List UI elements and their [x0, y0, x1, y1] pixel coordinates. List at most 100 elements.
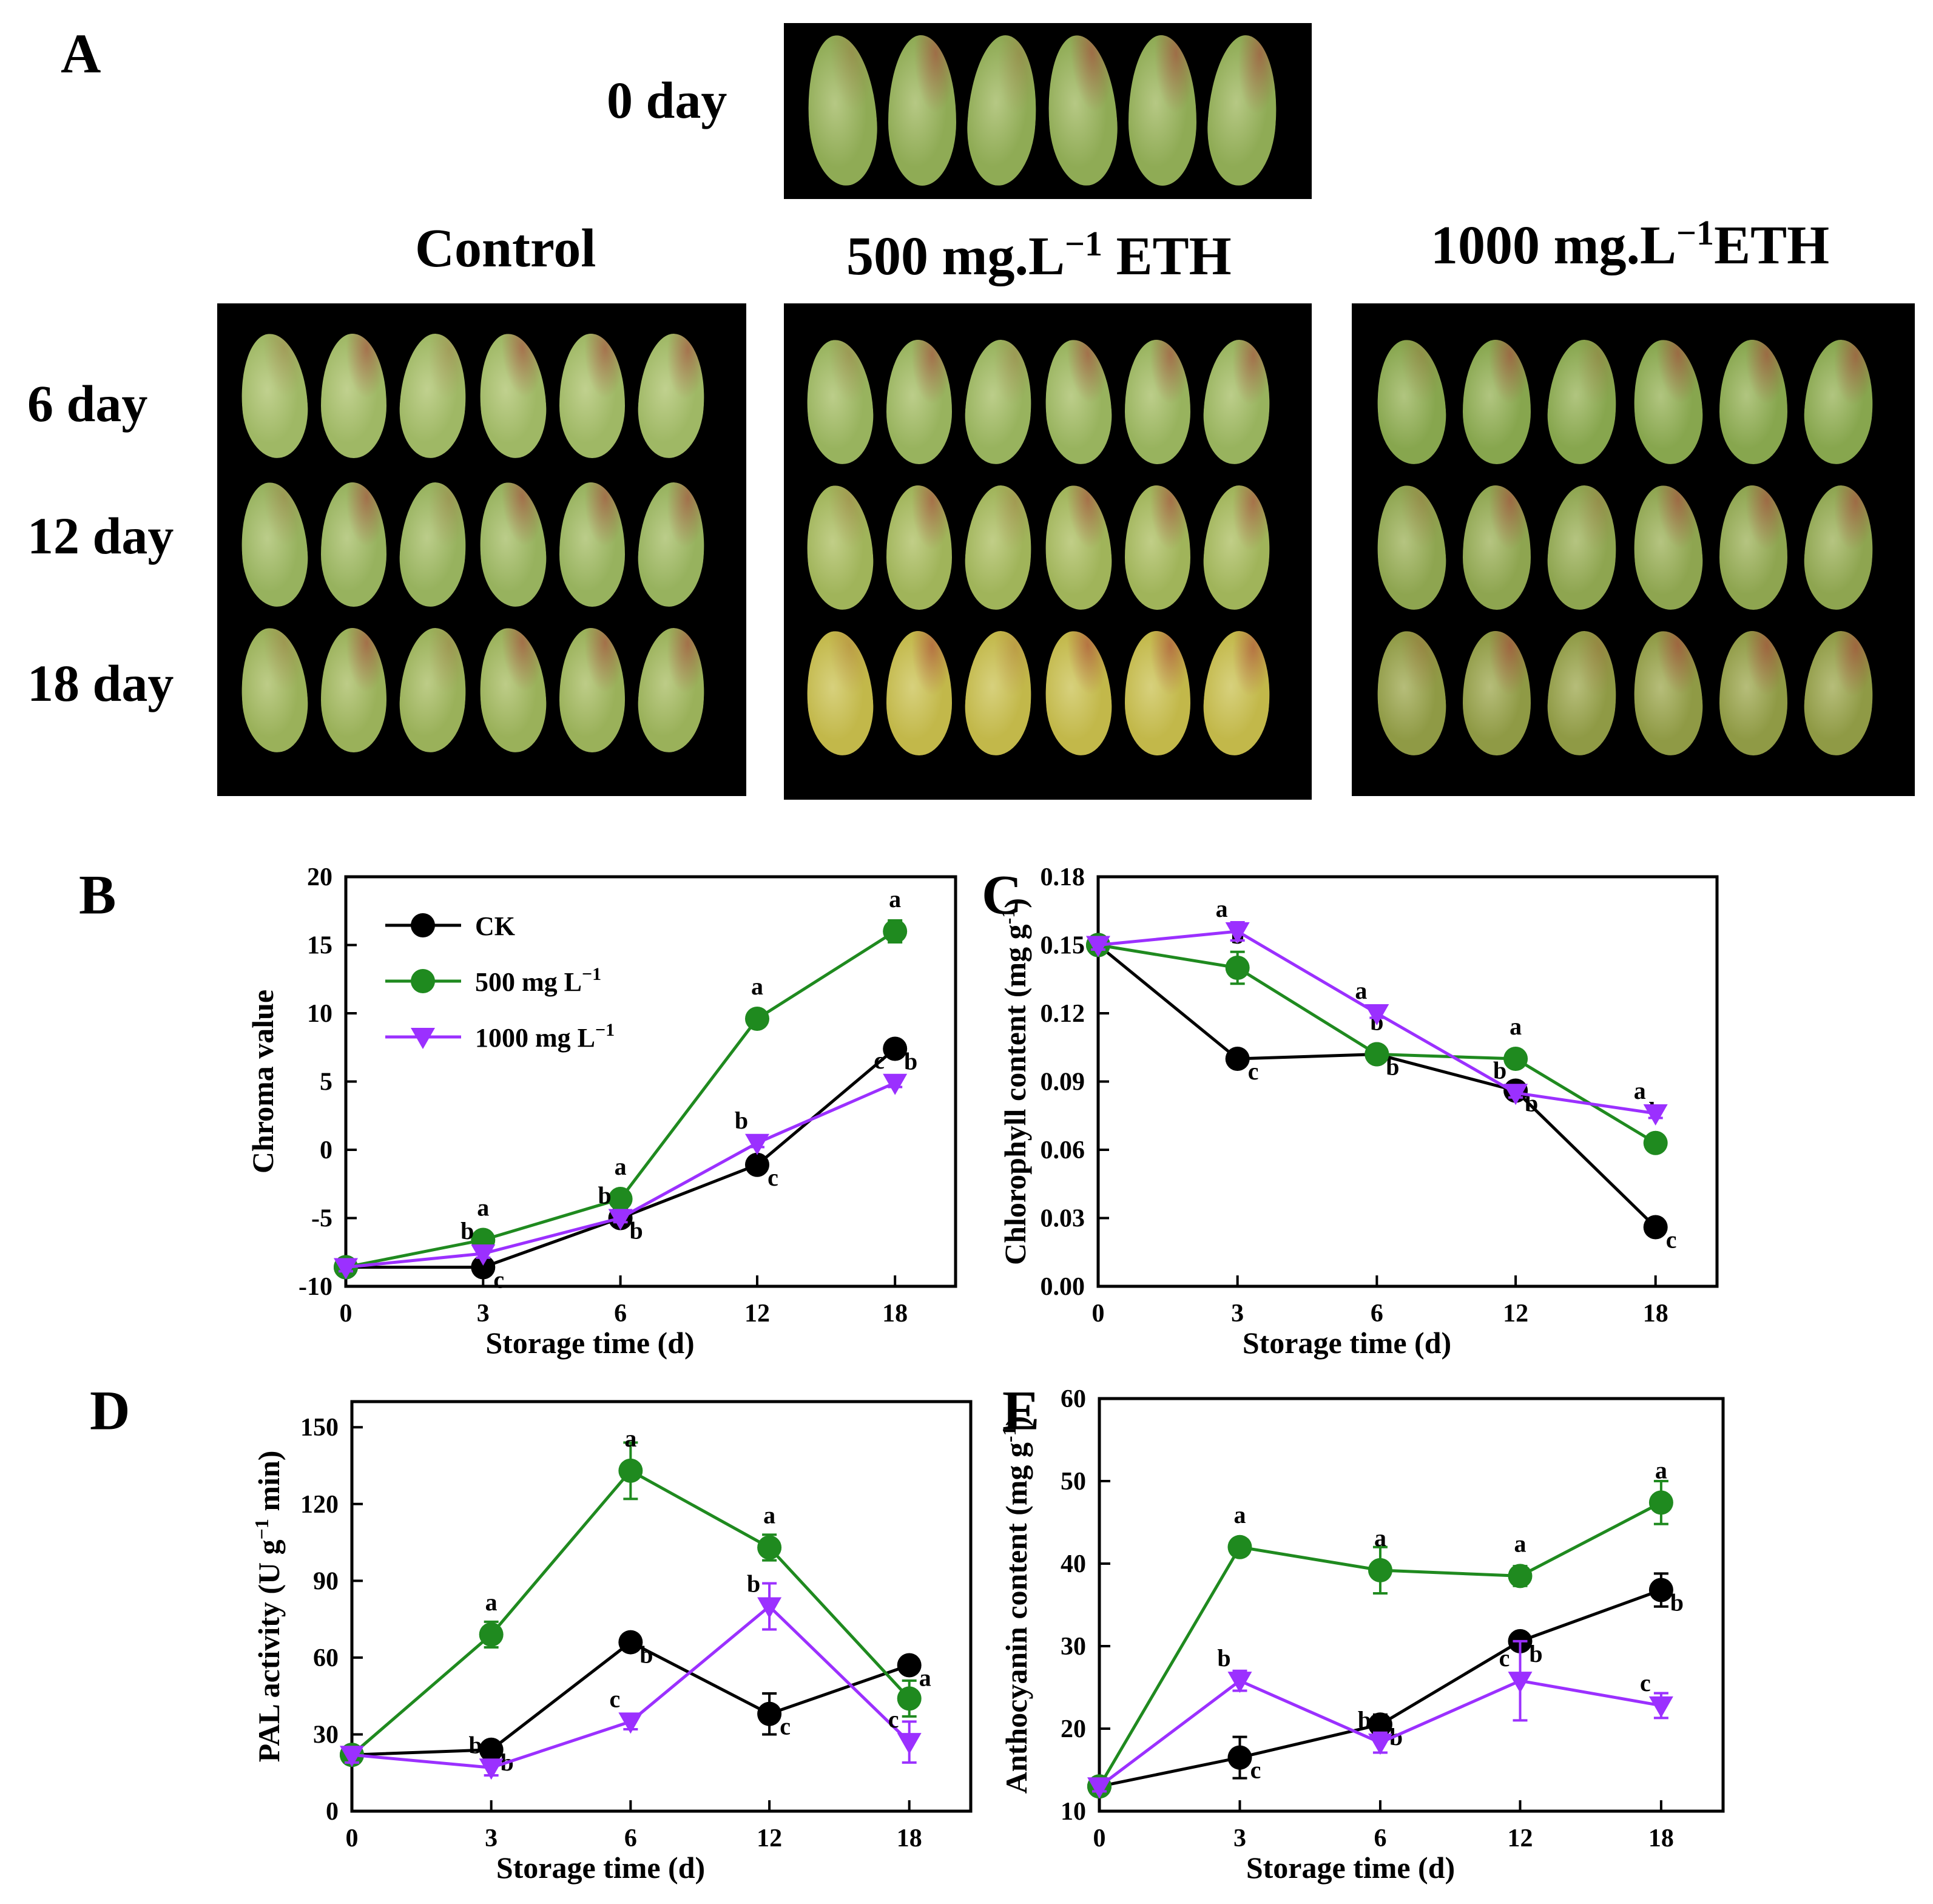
significance-letter: c: [767, 1164, 778, 1191]
y-tick-label: -5: [311, 1205, 332, 1233]
series-1: bbab: [1086, 922, 1668, 1155]
data-point: [883, 1073, 908, 1095]
mango-fruit: [1125, 340, 1190, 464]
data-point: [757, 1535, 782, 1560]
significance-letter: a: [1510, 1013, 1522, 1040]
y-tick-label: 15: [307, 932, 332, 960]
mango-fruit: [559, 334, 625, 458]
data-point: [1225, 1047, 1250, 1071]
significance-letter: c: [874, 1047, 885, 1074]
mango-fruit: [1128, 35, 1196, 186]
data-point: [618, 1712, 643, 1734]
data-point: [1643, 1104, 1668, 1126]
eth500-label-main: 500 mg.L: [846, 226, 1065, 286]
significance-letter: b: [1529, 1640, 1542, 1667]
data-point: [744, 1152, 769, 1177]
data-point: [897, 1686, 922, 1711]
eth1000-label: 1000 mg.L−1ETH: [1431, 215, 1829, 273]
data-point: [1227, 1672, 1252, 1693]
legend-label: 500 mg L−1: [475, 964, 601, 997]
y-tick-label: 20: [1061, 1715, 1086, 1743]
x-tick-label: 0: [340, 1300, 353, 1328]
legend-marker: [411, 1028, 435, 1049]
data-point: [479, 1758, 504, 1780]
series-line: [1097, 944, 1657, 1229]
y-axis-label: PAL activity (U g−1 min): [251, 1451, 286, 1763]
data-point: [883, 1036, 908, 1061]
x-tick-label: 6: [614, 1300, 627, 1328]
y-tick-label: 0.03: [1041, 1205, 1085, 1233]
significance-letter: b: [469, 1731, 482, 1758]
x-tick-label: 12: [1508, 1825, 1533, 1852]
significance-letter: c: [1250, 1757, 1261, 1784]
x-axis-label: Storage time (d): [496, 1851, 705, 1885]
x-tick-label: 18: [1648, 1825, 1674, 1852]
data-point: [1365, 1004, 1389, 1025]
data-point: [618, 1630, 643, 1655]
y-tick-label: 0.09: [1041, 1068, 1085, 1096]
y-tick-label: 30: [313, 1721, 339, 1749]
series-line: [1099, 1588, 1662, 1788]
day0-fruit-photo: [784, 23, 1312, 199]
significance-letter: b: [735, 1107, 748, 1134]
row-label-12-day: 12 day: [27, 507, 174, 565]
y-tick-label: 20: [307, 863, 332, 891]
mango-fruit: [321, 482, 386, 607]
significance-letter: a: [919, 1664, 931, 1692]
y-tick-label: 60: [313, 1644, 339, 1672]
data-point: [608, 1187, 633, 1211]
mango-fruit: [1719, 485, 1787, 610]
data-point: [1508, 1672, 1533, 1693]
y-tick-label: 5: [320, 1068, 332, 1096]
x-tick-label: 0: [1093, 1825, 1106, 1852]
significance-letter: a: [624, 1425, 636, 1452]
mango-fruit: [886, 340, 952, 464]
x-tick-label: 3: [1231, 1300, 1244, 1328]
series-line: [351, 1468, 911, 1757]
plot-frame: [1096, 875, 1719, 1288]
significance-letter: b: [1217, 1644, 1230, 1672]
eth500-fruit-photo: [784, 303, 1312, 800]
plot-frame: [344, 875, 957, 1288]
y-tick-label: 0: [320, 1136, 332, 1164]
eth500-label-sup: −1: [1065, 224, 1103, 263]
significance-letter: c: [1499, 1644, 1510, 1672]
significance-letter: b: [639, 1641, 653, 1669]
y-tick-label: -10: [299, 1273, 332, 1301]
legend-label: 1000 mg L−1: [475, 1020, 615, 1053]
legend: CK 500 mg L−1 1000 mg L−1: [385, 911, 615, 1053]
chart-panel-e: E 10 20 30 40 50 60 0 3 6 12 18 Storage time (d) Anth…: [998, 1380, 1725, 1885]
y-tick-label: 30: [1061, 1633, 1086, 1661]
y-tick-label: 60: [1061, 1385, 1086, 1413]
significance-letter: b: [904, 1048, 917, 1075]
mango-fruit: [1719, 631, 1787, 755]
panel-letter-b: B: [79, 864, 116, 926]
mango-fruit: [1125, 631, 1190, 755]
x-tick-label: 3: [477, 1300, 490, 1328]
x-tick-label: 0: [346, 1825, 359, 1852]
eth1000-fruit-photo: [1352, 303, 1915, 796]
data-point: [1508, 1564, 1533, 1588]
plot-frame: [350, 1400, 973, 1813]
data-point: [1227, 1534, 1252, 1559]
significance-letter: a: [485, 1588, 498, 1616]
data-point: [897, 1733, 922, 1755]
x-axis-label: Storage time (d): [1246, 1851, 1455, 1885]
mango-fruit: [886, 631, 952, 755]
significance-letter: c: [609, 1685, 620, 1712]
data-point: [744, 1007, 769, 1031]
data-point: [1368, 1712, 1392, 1737]
mango-fruit: [321, 334, 386, 458]
data-point: [608, 1209, 633, 1231]
y-tick-label: 0.18: [1041, 863, 1085, 891]
mango-fruit: [1463, 340, 1531, 464]
x-tick-label: 18: [1643, 1300, 1668, 1328]
y-tick-label: 10: [307, 1000, 332, 1028]
significance-letter: a: [1355, 977, 1367, 1004]
significance-letter: a: [1233, 1501, 1246, 1528]
x-tick-label: 0: [1092, 1300, 1105, 1328]
data-point: [897, 1653, 922, 1678]
significance-letter: b: [1358, 1706, 1371, 1734]
